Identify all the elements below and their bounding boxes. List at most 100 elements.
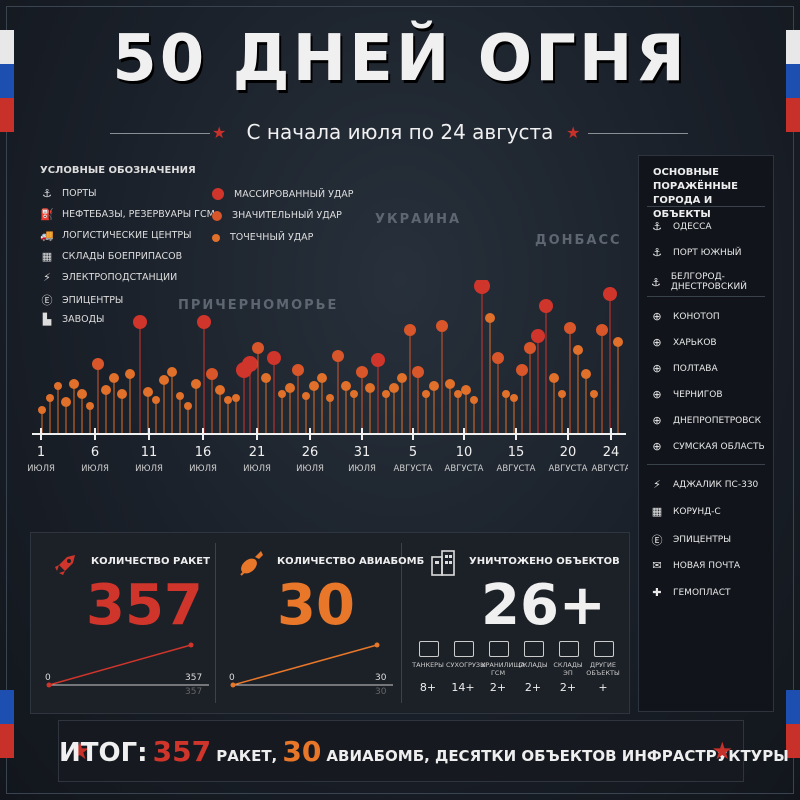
strike-dot (133, 315, 147, 329)
strike-dot (436, 320, 448, 332)
strike-dot (191, 379, 201, 389)
category-value: 8+ (419, 681, 437, 694)
target-item-label: ЧЕРНИГОВ (673, 389, 723, 400)
targets-panel-title-line2: ГОРОДА И ОБЪЕКТЫ (653, 195, 713, 220)
target-item-label: ДНЕПРОПЕТРОВСК (673, 415, 762, 426)
rocket-icon (55, 555, 75, 575)
timeline-day-label: 5 (409, 445, 417, 460)
strike-dot (117, 389, 127, 399)
objects-value: 26+ (481, 573, 606, 638)
strike-dot (252, 342, 264, 354)
divider (647, 464, 765, 465)
strike-dot (539, 299, 553, 313)
target-item-label: ОДЕССА (673, 221, 712, 232)
bombs-trend-chart (230, 642, 393, 688)
strike-dot (549, 373, 559, 383)
strike-dot (429, 381, 439, 391)
strike-dot (38, 406, 46, 414)
strike-dot (412, 366, 424, 378)
strike-dot (292, 364, 304, 376)
strike-dot (573, 345, 583, 355)
strike-dot (422, 390, 430, 398)
anchor-icon: ⚓ (42, 187, 52, 200)
timeline-month-label: ИЮЛЯ (348, 464, 376, 474)
targets-panel-title-line1: ОСНОВНЫЕ ПОРАЖЁННЫЕ (653, 167, 738, 192)
strike-dot (92, 358, 104, 370)
strike-dot-icon (212, 210, 222, 221)
strike-dot (613, 337, 623, 347)
target-item-label: АДЖАЛИК ПС-330 (673, 479, 759, 490)
category-value: 14+ (451, 681, 475, 694)
strike-dot (109, 373, 119, 383)
strike-dot (267, 351, 281, 365)
strike-dot (302, 392, 310, 400)
timeline-day-label: 26 (302, 445, 319, 460)
target-item: ⊕ ДНЕПРОПЕТРОВСК (651, 414, 761, 427)
star-icon: ★ (711, 737, 733, 765)
strike-dot (531, 329, 545, 343)
target-icon: ⊕ (652, 362, 662, 375)
missiles-end-shadow: 357 (185, 687, 203, 697)
truck-icon: 🚚 (40, 229, 54, 242)
timeline-day-label: 15 (508, 445, 525, 460)
strike-dot (159, 375, 169, 385)
legend-item: Ⓔ ЭПИЦЕНТРЫ (40, 292, 124, 308)
strike-dot (206, 368, 218, 380)
strike-legend-item: ЗНАЧИТЕЛЬНЫЙ УДАР (212, 210, 342, 221)
target-item: ⚡ АДЖАЛИК ПС-330 (651, 478, 758, 491)
target-item: ⊕ КОНОТОП (651, 310, 720, 323)
target-icon: ⊕ (652, 336, 662, 349)
summary-label: ИТОГ: (59, 738, 148, 768)
legend-item-label: ЗАВОДЫ (62, 314, 105, 325)
timeline-month-label: ИЮЛЯ (135, 464, 163, 474)
target-item-label: КОНОТОП (673, 311, 720, 322)
legend-item-label: ПОРТЫ (62, 188, 97, 199)
strike-legend-label: ТОЧЕЧНЫЙ УДАР (230, 232, 314, 243)
page-title: 50 ДНЕЙ ОГНЯ (112, 22, 688, 96)
bolt-icon: ⚡ (653, 478, 661, 491)
strike-dot (356, 366, 368, 378)
strike-dot (371, 353, 385, 367)
subtitle-line-left (110, 133, 210, 134)
timeline-month-label: АВГУСТА (497, 464, 536, 474)
category-value: 2+ (559, 681, 577, 694)
target-item-label: ЭПИЦЕНТРЫ (673, 535, 732, 545)
strike-dot (510, 394, 518, 402)
subtitle-line-right (588, 133, 688, 134)
target-item: ⚓ ПОРТ ЮЖНЫЙ (651, 246, 741, 259)
strike-legend-label: МАССИРОВАННЫЙ УДАР (234, 188, 354, 200)
map-label-donbass: ДОНБАСС (535, 233, 622, 248)
strike-dot (474, 280, 490, 294)
summary-bombs-unit: АВИАБОМБ, (326, 747, 430, 765)
divider (647, 296, 765, 297)
strike-dot (101, 385, 111, 395)
frame (6, 6, 794, 794)
flag-left (0, 30, 14, 132)
timeline-month-label: ИЮЛЯ (28, 464, 55, 474)
star-icon: ★ (566, 123, 581, 142)
target-item-label: КОРУНД-С (673, 506, 721, 517)
strike-dot (197, 315, 211, 329)
strike-dot-icon (212, 188, 224, 200)
timeline-month-label: АВГУСТА (592, 464, 628, 474)
strike-dot (558, 390, 566, 398)
e-box-icon: Ⓔ (651, 534, 663, 547)
ammo-icon: ▦ (41, 250, 53, 263)
target-icon: ⊕ (652, 440, 662, 453)
summary-bombs-value: 30 (282, 735, 322, 768)
strike-dot (176, 392, 184, 400)
map-label-black-sea: ПРИЧЕРНОМОРЬЕ (178, 298, 339, 313)
buildings-icon (431, 550, 455, 576)
stats-panel: КОЛИЧЕСТВО РАКЕТ 357 0 357 357 КОЛИЧЕСТВ… (30, 532, 630, 714)
timeline-chart: 1 ИЮЛЯ 6 ИЮЛЯ 11 ИЮЛЯ 16 ИЮЛЯ 21 ИЮЛЯ 26 ИЮЛЯ 31 ИЮЛЯ… (28, 280, 628, 474)
target-icon: ⊕ (652, 414, 662, 427)
anchor-icon: ⚓ (652, 220, 662, 233)
strike-dot (365, 383, 375, 393)
category-name: СКЛАДЫ ЭП (553, 661, 583, 677)
missiles-label: КОЛИЧЕСТВО РАКЕТ (91, 556, 210, 567)
legend-title: УСЛОВНЫЕ ОБОЗНАЧЕНИЯ (40, 165, 196, 176)
category-icon (489, 641, 509, 657)
legend-item: 🚚 ЛОГИСТИЧЕСКИЕ ЦЕНТРЫ (40, 229, 191, 242)
strike-legend-item: ТОЧЕЧНЫЙ УДАР (212, 232, 313, 243)
divider (647, 206, 765, 207)
